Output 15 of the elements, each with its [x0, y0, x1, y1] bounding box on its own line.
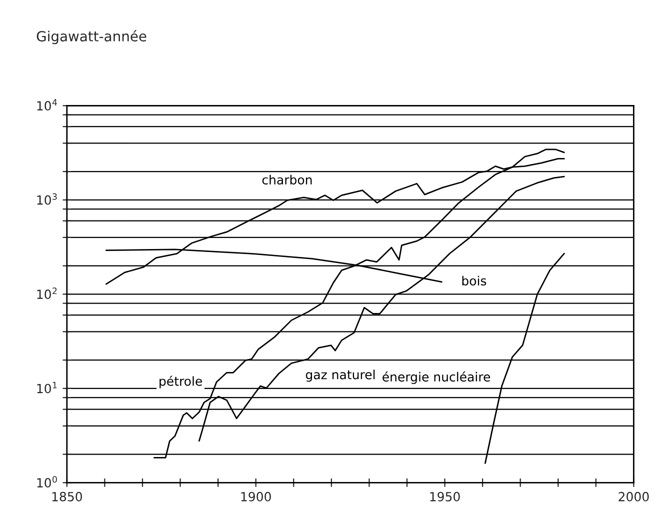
series-label: énergie nucléaire [382, 371, 490, 384]
series-label: pétrole [160, 376, 202, 388]
series-label: charbon [262, 174, 312, 185]
x-tick-label: 2000 [618, 492, 649, 502]
y-tick-label: 10$^{2}$ [37, 288, 57, 300]
y-tick-label: 10$^{3}$ [37, 193, 57, 205]
x-tick-label: 1900 [241, 492, 271, 502]
x-tick-label: 1850 [52, 492, 82, 502]
y-axis-title: Gigawatt-année [36, 30, 146, 44]
y-tick-label: 10$^{0}$ [37, 476, 57, 488]
series-label: gaz naturel [306, 370, 375, 382]
series-label: bois [462, 276, 486, 286]
y-tick-label: 10$^{1}$ [37, 382, 57, 394]
x-tick-label: 1950 [430, 492, 460, 502]
y-tick-label: 10$^{4}$ [37, 99, 57, 111]
